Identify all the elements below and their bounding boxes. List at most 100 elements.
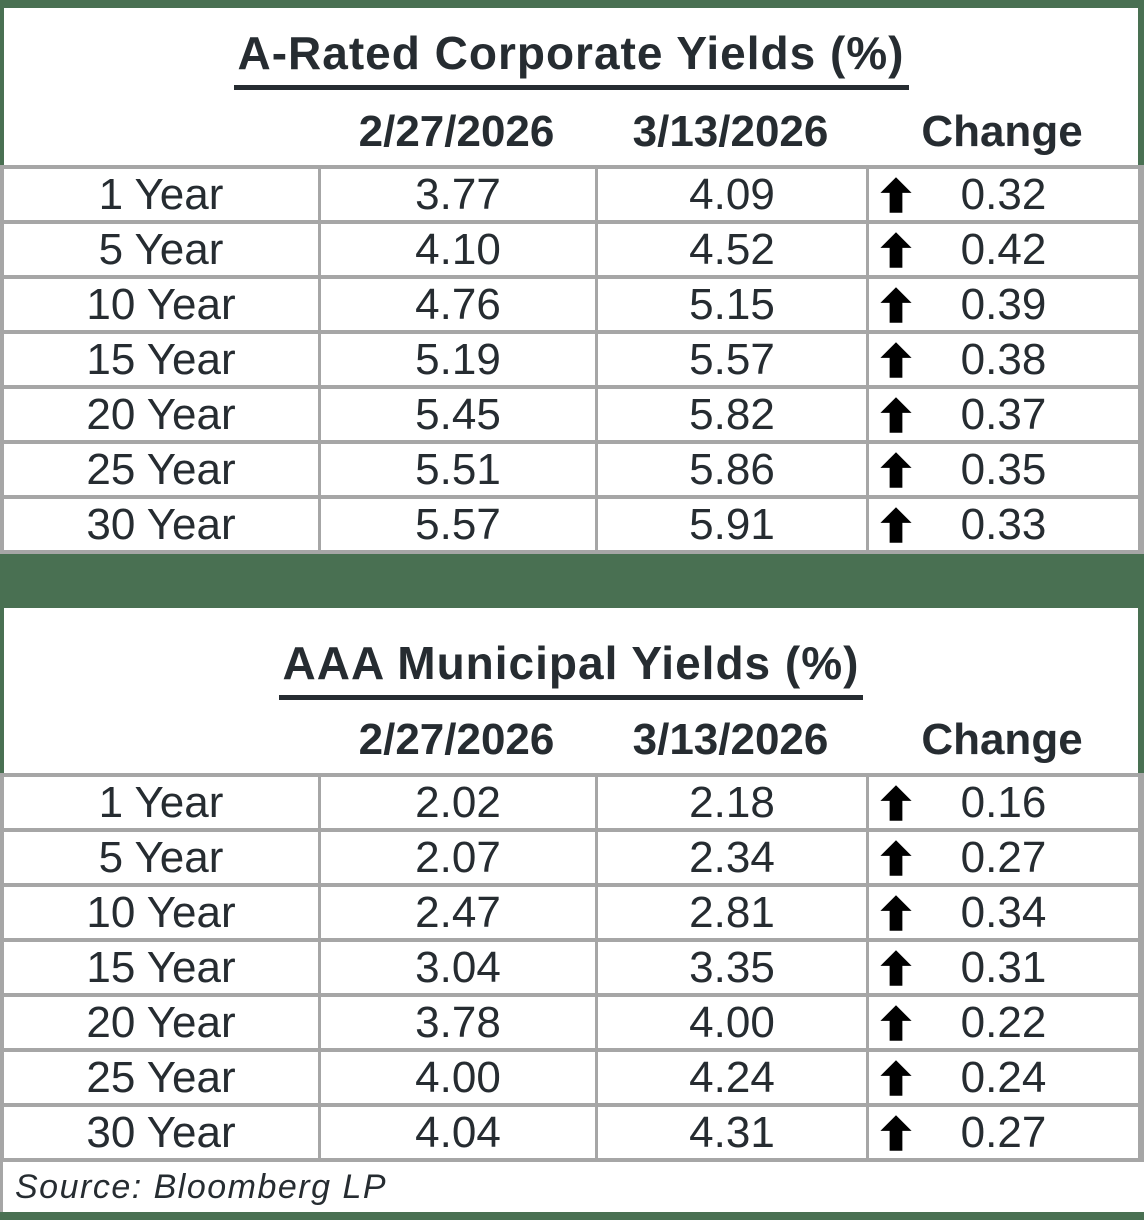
term-cell: 1 Year: [98, 169, 224, 219]
section-divider-band: [0, 554, 1144, 608]
term-cell: 30 Year: [86, 499, 236, 549]
corporate-column-headers: 2/27/2026 3/13/2026 Change: [4, 107, 1138, 165]
term-cell: 5 Year: [98, 832, 224, 882]
top-accent-band: [0, 0, 1144, 8]
up-arrow-icon: [880, 506, 912, 543]
change-value: 0.38: [960, 334, 1047, 384]
prev-value-cell: 4.76: [318, 279, 595, 330]
curr-value-cell: 2.81: [595, 887, 866, 938]
change-cell: 0.22: [866, 997, 1138, 1048]
prev-value-cell: 4.04: [318, 1107, 595, 1158]
change-cell: 0.31: [866, 942, 1138, 993]
curr-value-cell: 5.86: [595, 444, 866, 495]
change-value: 0.33: [960, 499, 1047, 549]
change-value: 0.27: [960, 832, 1047, 882]
prev-value-cell: 4.00: [318, 1052, 595, 1103]
municipal-table-title: AAA Municipal Yields (%): [4, 636, 1138, 700]
prev-date-header: 2/27/2026: [358, 107, 555, 156]
term-cell: 20 Year: [86, 997, 236, 1047]
curr-value-cell: 4.00: [595, 997, 866, 1048]
table-row: 1 Year 2.02 2.18 0.16: [4, 777, 1138, 832]
table-row: 30 Year 5.57 5.91 0.33: [4, 499, 1138, 554]
curr-value-cell: 5.91: [595, 499, 866, 550]
table-row: 10 Year 4.76 5.15 0.39: [4, 279, 1138, 334]
change-value: 0.34: [960, 887, 1047, 937]
change-cell: 0.27: [866, 832, 1138, 883]
curr-value-cell: 4.09: [595, 169, 866, 220]
term-cell: 15 Year: [86, 942, 236, 992]
up-arrow-icon: [880, 176, 912, 213]
term-cell: 25 Year: [86, 444, 236, 494]
change-cell: 0.32: [866, 169, 1138, 220]
change-cell: 0.24: [866, 1052, 1138, 1103]
up-arrow-icon: [880, 894, 912, 931]
corporate-yields-table: 1 Year 3.77 4.09 0.32 5 Year 4.10 4.52 0…: [0, 165, 1144, 554]
curr-value-cell: 5.57: [595, 334, 866, 385]
prev-value-cell: 5.57: [318, 499, 595, 550]
term-column-header: [4, 107, 318, 157]
table-row: 5 Year 4.10 4.52 0.42: [4, 224, 1138, 279]
corporate-title-section: A-Rated Corporate Yields (%) 2/27/2026 3…: [0, 8, 1144, 165]
change-cell: 0.33: [866, 499, 1138, 550]
table-row: 15 Year 3.04 3.35 0.31: [4, 942, 1138, 997]
prev-value-cell: 2.47: [318, 887, 595, 938]
change-cell: 0.37: [866, 389, 1138, 440]
table-row: 25 Year 5.51 5.86 0.35: [4, 444, 1138, 499]
up-arrow-icon: [880, 231, 912, 268]
table-row: 5 Year 2.07 2.34 0.27: [4, 832, 1138, 887]
bottom-accent-band: [0, 1212, 1144, 1220]
change-cell: 0.35: [866, 444, 1138, 495]
curr-value-cell: 5.15: [595, 279, 866, 330]
prev-value-cell: 3.77: [318, 169, 595, 220]
table-row: 30 Year 4.04 4.31 0.27: [4, 1107, 1138, 1162]
prev-value-cell: 4.10: [318, 224, 595, 275]
curr-date-header: 3/13/2026: [632, 715, 829, 764]
change-cell: 0.39: [866, 279, 1138, 330]
curr-date-header: 3/13/2026: [632, 107, 829, 156]
up-arrow-icon: [880, 286, 912, 323]
prev-value-cell: 5.51: [318, 444, 595, 495]
prev-value-cell: 3.04: [318, 942, 595, 993]
term-cell: 10 Year: [86, 887, 236, 937]
change-value: 0.27: [960, 1107, 1047, 1157]
term-cell: 1 Year: [98, 777, 224, 827]
curr-value-cell: 4.24: [595, 1052, 866, 1103]
prev-date-header: 2/27/2026: [358, 715, 555, 764]
municipal-title-section: AAA Municipal Yields (%) 2/27/2026 3/13/…: [0, 608, 1144, 773]
up-arrow-icon: [880, 341, 912, 378]
change-value: 0.16: [960, 777, 1047, 827]
curr-value-cell: 4.52: [595, 224, 866, 275]
up-arrow-icon: [880, 451, 912, 488]
change-cell: 0.27: [866, 1107, 1138, 1158]
curr-value-cell: 5.82: [595, 389, 866, 440]
table-row: 1 Year 3.77 4.09 0.32: [4, 169, 1138, 224]
change-cell: 0.16: [866, 777, 1138, 828]
corporate-table-title: A-Rated Corporate Yields (%): [4, 26, 1138, 90]
change-value: 0.39: [960, 279, 1047, 329]
term-cell: 25 Year: [86, 1052, 236, 1102]
term-cell: 20 Year: [86, 389, 236, 439]
curr-value-cell: 4.31: [595, 1107, 866, 1158]
municipal-yields-table: 1 Year 2.02 2.18 0.16 5 Year 2.07 2.34 0…: [0, 773, 1144, 1162]
change-value: 0.24: [960, 1052, 1047, 1102]
term-column-header: [4, 715, 318, 765]
table-row: 25 Year 4.00 4.24 0.24: [4, 1052, 1138, 1107]
source-note: Source: Bloomberg LP: [15, 1167, 388, 1206]
up-arrow-icon: [880, 1004, 912, 1041]
change-header: Change: [921, 715, 1083, 764]
term-cell: 10 Year: [86, 279, 236, 329]
table-row: 20 Year 3.78 4.00 0.22: [4, 997, 1138, 1052]
change-cell: 0.42: [866, 224, 1138, 275]
change-cell: 0.34: [866, 887, 1138, 938]
source-note-row: Source: Bloomberg LP: [0, 1162, 1144, 1212]
table-row: 20 Year 5.45 5.82 0.37: [4, 389, 1138, 444]
change-value: 0.37: [960, 389, 1047, 439]
change-value: 0.35: [960, 444, 1047, 494]
curr-value-cell: 3.35: [595, 942, 866, 993]
up-arrow-icon: [880, 784, 912, 821]
change-value: 0.22: [960, 997, 1047, 1047]
change-cell: 0.38: [866, 334, 1138, 385]
prev-value-cell: 3.78: [318, 997, 595, 1048]
curr-value-cell: 2.34: [595, 832, 866, 883]
change-value: 0.42: [960, 224, 1047, 274]
